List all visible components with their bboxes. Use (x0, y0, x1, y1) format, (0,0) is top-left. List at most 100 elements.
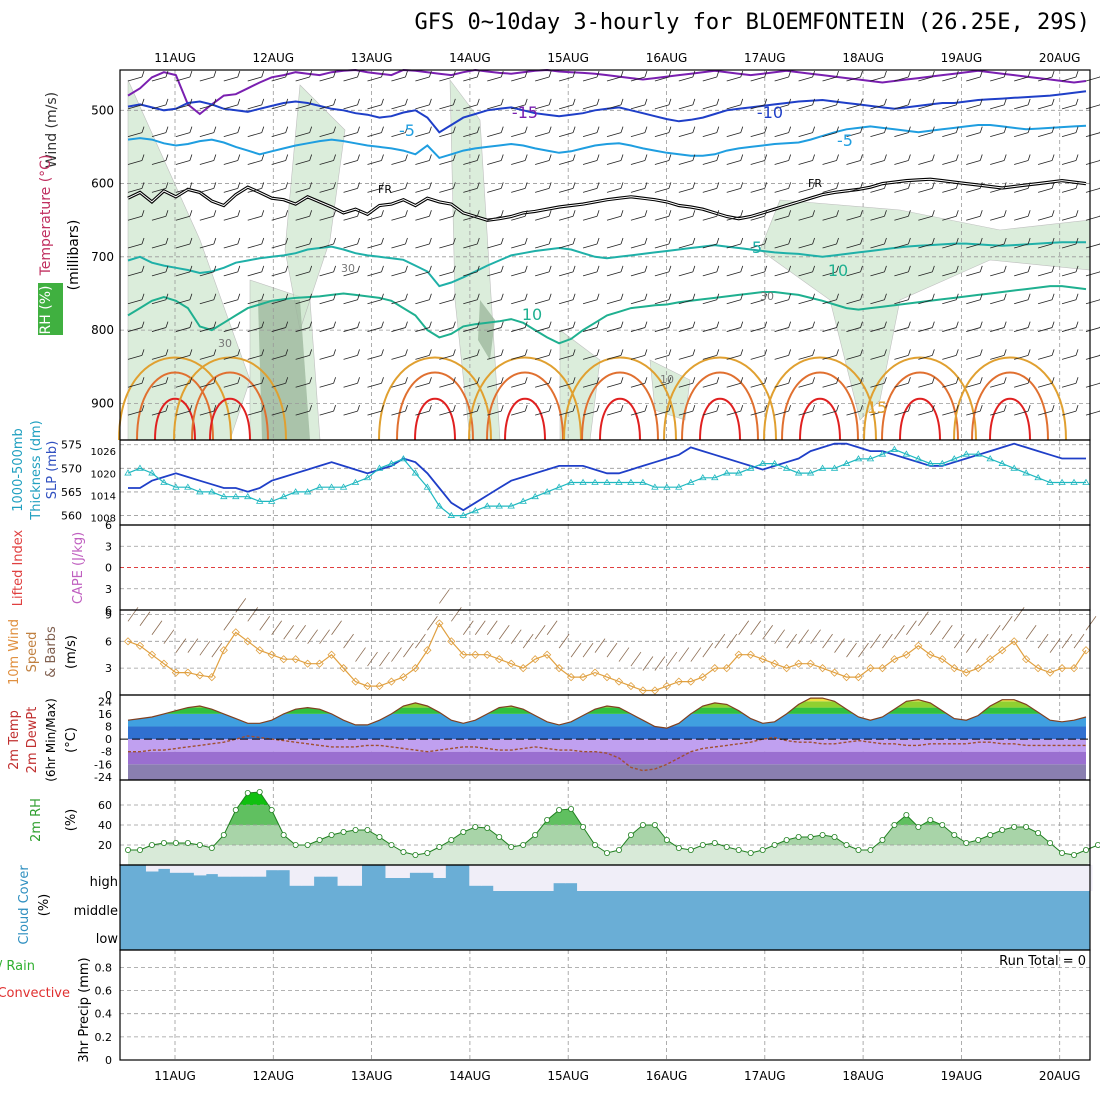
wind-barb-flag (261, 210, 265, 217)
wind-barb (439, 299, 454, 305)
wind-barb-flag (1003, 70, 1007, 78)
wind-barb-flag (165, 321, 169, 328)
wind-barb (535, 410, 550, 416)
wind-barb (630, 160, 646, 165)
wind-barb (582, 160, 598, 165)
wind10-point (483, 650, 492, 659)
wind-barb (127, 271, 143, 277)
wind10-barb (750, 620, 762, 635)
rh2m-point (376, 834, 383, 841)
rh2m-point (639, 822, 646, 829)
wind-barb (774, 160, 789, 165)
thickness-point (184, 483, 192, 490)
wind-barb-flag (860, 349, 863, 356)
wind-barb-flag (405, 404, 408, 412)
wind-barb (151, 299, 167, 305)
wind-barb-flag (979, 293, 983, 300)
x-tick-label-bottom: 14AUG (449, 1069, 491, 1083)
temp-band (128, 739, 1086, 752)
wind-barb-flag (884, 349, 887, 356)
wind-barb-flag (285, 321, 289, 328)
wind-barb-flag (1075, 377, 1079, 384)
wind-barb (415, 187, 430, 193)
cloud-high-clear (1044, 865, 1057, 891)
rh-ytick-label: 20 (98, 839, 112, 852)
wind10-point (279, 655, 288, 664)
rh2m-point (340, 829, 347, 836)
wind-barb-flag (716, 70, 720, 78)
wind-barb (247, 327, 262, 332)
wind-barb (990, 355, 1005, 360)
wind-barb-flag (381, 377, 384, 384)
wind-barb-flag (524, 377, 528, 384)
wind10-point (159, 659, 169, 668)
wind-barb (846, 187, 861, 193)
cloud-high-clear (289, 865, 303, 886)
warm-contour (378, 356, 492, 441)
wind10-barb (498, 624, 510, 640)
wind-barb (846, 76, 861, 82)
wind10-point (291, 655, 300, 664)
upper-ylabel-rh: RH (%) (38, 286, 54, 335)
wind-barb (774, 271, 789, 277)
wind-barb-flag (524, 321, 528, 328)
wind-barb-flag (955, 98, 959, 105)
thickness-point (711, 474, 719, 481)
cloud-high-clear (888, 865, 901, 891)
wind-barb-flag (285, 404, 289, 412)
wind-barb-flag (1003, 126, 1007, 133)
rh2m-point (1035, 830, 1042, 837)
wind-barb-flag (716, 293, 720, 300)
rh2m-point (280, 832, 287, 839)
wind-barb (870, 104, 885, 110)
rh2m-point (352, 827, 359, 834)
wind-barb-flag (692, 237, 696, 245)
wind-barb (391, 104, 406, 110)
wind-barb-flag (908, 293, 911, 300)
wind-barb (439, 132, 454, 138)
wind-barb (894, 76, 909, 82)
wind-barb-flag (285, 98, 289, 105)
rh-label-swatch (38, 283, 63, 335)
wind-barb (247, 76, 262, 82)
wind-barb-flag (524, 349, 528, 356)
wind-barb (918, 76, 933, 82)
thickness-point (471, 507, 479, 514)
wind-barb-flag (620, 182, 624, 189)
cloud-high-clear (385, 865, 398, 878)
wind-barb (223, 76, 238, 82)
cloud-high-clear (541, 865, 554, 891)
wind10-barb (439, 589, 450, 604)
wind10-point (243, 637, 252, 646)
wind-barb-flag (309, 349, 313, 356)
wind-barb-flag (500, 154, 504, 161)
wind-barb (439, 76, 454, 82)
wind-barb-flag (405, 349, 408, 356)
rh2m-point (711, 840, 718, 847)
rh2m-point (328, 832, 335, 839)
wind-barb-flag (189, 210, 193, 217)
wind-barb (870, 271, 885, 277)
thickness-point (531, 492, 539, 500)
wind-barb (247, 299, 262, 305)
rh2m-point (747, 850, 754, 857)
wind-barb-flag (213, 404, 217, 412)
wind-barb (391, 76, 406, 82)
slp-ylabel-thickness-unit: Thickness (dm) (29, 420, 44, 520)
wind-barb-flag (213, 349, 217, 356)
wind10-point (674, 677, 683, 686)
wind-barb-flag (716, 98, 720, 105)
wind-barb (1037, 271, 1053, 277)
wind-barb (487, 132, 502, 138)
wind-barb (894, 243, 909, 249)
wind-barb (990, 215, 1005, 221)
wind-barb (774, 76, 789, 82)
wind-barb (271, 215, 286, 221)
wind-barb (990, 76, 1005, 82)
wind-barb-flag (189, 265, 193, 273)
wind10-barb (870, 633, 881, 649)
wind-barb (702, 104, 717, 110)
wind-barb-flag (908, 126, 911, 133)
wind-barb (343, 215, 358, 221)
wind-barb-flag (452, 126, 456, 133)
